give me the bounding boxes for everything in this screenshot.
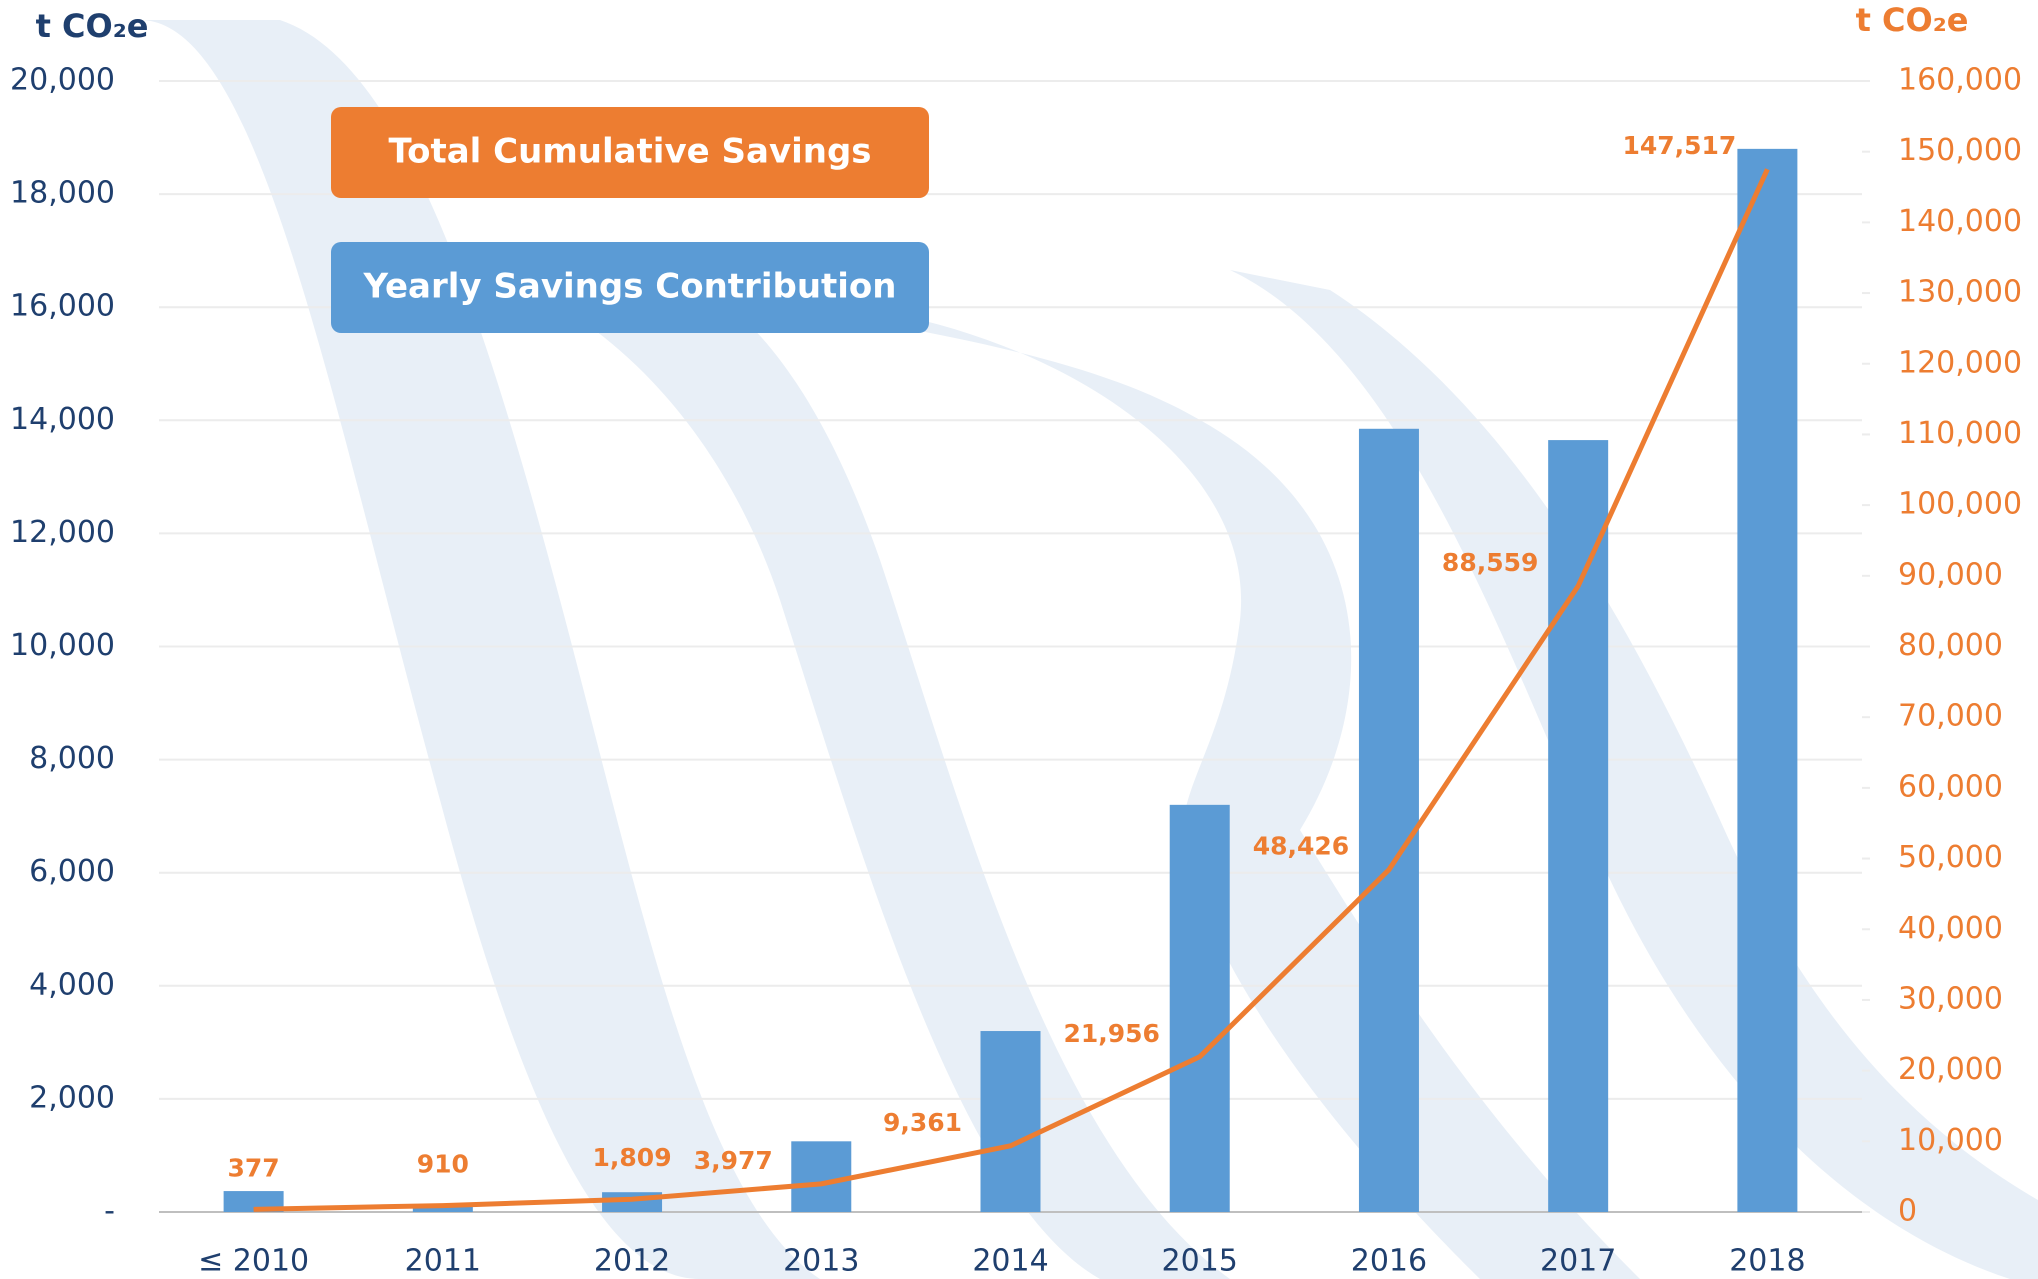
bar [412, 1206, 473, 1212]
y-tick-label: 8,000 [29, 741, 115, 776]
bar [1358, 428, 1419, 1213]
y-tick-label: 10,000 [10, 628, 115, 663]
data-label: 910 [417, 1150, 469, 1179]
y-tick-label: 20,000 [10, 63, 115, 98]
y2-tick-label: 140,000 [1898, 204, 2022, 239]
bar [980, 1031, 1041, 1212]
line [253, 168, 1770, 1212]
y2-tick-label: 70,000 [1898, 699, 2003, 734]
legend-label: Total Cumulative Savings [388, 132, 871, 172]
x-tick-label: 2012 [594, 1244, 670, 1279]
data-label: 3,977 [694, 1146, 773, 1175]
y2-tick-label: 40,000 [1898, 911, 2003, 946]
bars [223, 148, 1798, 1213]
y2-tick-label: 80,000 [1898, 628, 2003, 663]
x-tick-label: ≤ 2010 [198, 1244, 309, 1279]
y2-tick-label: 90,000 [1898, 557, 2003, 592]
y-tick-label: 12,000 [10, 515, 115, 550]
legend-label: Yearly Savings Contribution [363, 267, 897, 307]
labels: 377 910 1,809 3,977 9,361 21,956 48,426 88,559 1… [228, 107, 1736, 1182]
bar [791, 1141, 852, 1212]
x-tick-label: 2015 [1162, 1244, 1238, 1279]
x-tick-label: 2018 [1729, 1244, 1805, 1279]
y-tick-label: 4,000 [29, 967, 115, 1002]
legend-swatch [331, 242, 929, 333]
y2-tick-label: 30,000 [1898, 981, 2003, 1016]
x-tick-label: 2016 [1351, 1244, 1427, 1279]
x-tick-label: 2014 [972, 1244, 1048, 1279]
y2-tick-label: 120,000 [1898, 345, 2022, 380]
data-label: 9,361 [883, 1108, 962, 1137]
y2-axis-title: t CO₂e [1856, 1, 1969, 39]
y2-tick-label: 50,000 [1898, 840, 2003, 875]
bar [1737, 148, 1798, 1213]
y2-tick-label: 110,000 [1898, 416, 2022, 451]
y-tick-label: 6,000 [29, 854, 115, 889]
y2-tick-label: 20,000 [1898, 1052, 2003, 1087]
background-swooshes [140, 20, 2038, 1279]
data-label: 147,517 [1622, 131, 1736, 160]
x-tick-label: 2011 [405, 1244, 481, 1279]
y-tick-label: 18,000 [10, 176, 115, 211]
legend-swatch [331, 107, 929, 198]
x-tick-label: 2013 [783, 1244, 859, 1279]
y2-tick-label: 60,000 [1898, 769, 2003, 804]
y2-tick-label: 0 [1898, 1194, 1917, 1229]
data-label: 377 [228, 1153, 280, 1182]
y2-tick-label: 100,000 [1898, 487, 2022, 522]
data-label: 1,809 [593, 1143, 672, 1172]
x-tick-label: 2017 [1540, 1244, 1616, 1279]
y2-tick-label: 10,000 [1898, 1123, 2003, 1158]
bar [1548, 440, 1609, 1212]
y2-tick-label: 130,000 [1898, 275, 2022, 310]
y-tick-label: 14,000 [10, 402, 115, 437]
data-label: 48,426 [1253, 832, 1349, 861]
y-tick-label: 2,000 [29, 1080, 115, 1115]
lines [253, 168, 1770, 1212]
data-label: 88,559 [1442, 548, 1538, 577]
y2-tick-label: 150,000 [1898, 133, 2022, 168]
data-label: 21,956 [1063, 1019, 1159, 1048]
y-axis-title: t CO₂e [36, 7, 149, 45]
bar [1169, 804, 1230, 1212]
y2-tick-label: 160,000 [1898, 63, 2022, 98]
y-tick-label: 16,000 [10, 289, 115, 324]
y-tick-label: - [104, 1194, 115, 1229]
